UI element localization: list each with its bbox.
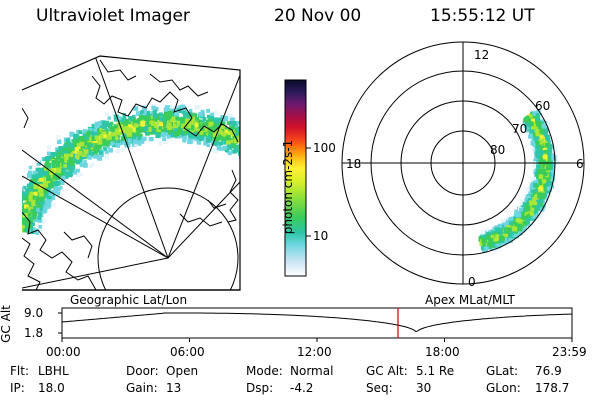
apex-panel-title: Apex MLat/MLT	[425, 293, 515, 307]
geo-panel-title: Geographic Lat/Lon	[70, 293, 188, 307]
status-flt-key: Flt:	[10, 364, 29, 378]
gc-alt-axis-label: GC Alt	[0, 305, 13, 343]
status-mode-key: Mode:	[246, 364, 283, 378]
status-dsp-value: -4.2	[290, 381, 314, 395]
status-glat-key: GLat:	[486, 364, 519, 378]
y-tick-1-8: 1.8	[24, 326, 44, 340]
mlt-label-6: 6	[576, 157, 584, 171]
auroral-oval-polar	[478, 108, 560, 253]
colorbar-unit-label: photon cm-2s-1	[281, 139, 295, 235]
altitude-curve	[61, 312, 572, 333]
mlt-label-18: 18	[346, 157, 362, 171]
polar-mlt-plot	[341, 41, 585, 285]
x-tick-0600: 06:00	[170, 345, 205, 359]
lat-label-60: 60	[535, 99, 551, 113]
lat-label-70: 70	[512, 122, 528, 136]
y-tick-9: 9.0	[24, 306, 44, 320]
mlt-label-12: 12	[474, 48, 490, 62]
status-mode-value: Normal	[290, 364, 334, 378]
status-gcalt-key: GC Alt:	[366, 364, 408, 378]
mlt-label-0: 0	[468, 275, 476, 289]
status-ip-key: IP:	[10, 381, 25, 395]
status-door-key: Door:	[126, 364, 159, 378]
instrument-title: Ultraviolet Imager	[36, 6, 190, 26]
status-ip-value: 18.0	[38, 381, 65, 395]
colorbar-tick-10: 10	[313, 229, 329, 243]
status-seq-value: 30	[416, 381, 432, 395]
x-tick-1200: 12:00	[297, 345, 332, 359]
status-glon-key: GLon:	[486, 381, 521, 395]
x-tick-2359: 23:59	[552, 345, 587, 359]
orbit-altitude-panel	[58, 307, 573, 342]
x-tick-1800: 18:00	[425, 345, 460, 359]
color-scale	[284, 79, 311, 277]
status-glat-value: 76.9	[535, 364, 562, 378]
x-tick-0000: 00:00	[46, 345, 81, 359]
colorbar-tick-100: 100	[313, 141, 336, 155]
time-label: 15:55:12 UT	[430, 6, 535, 26]
status-gain-key: Gain:	[126, 381, 158, 395]
date-label: 20 Nov 00	[274, 6, 362, 26]
lat-lon-grid	[22, 56, 240, 290]
status-gain-value: 13	[166, 381, 182, 395]
status-glon-value: 178.7	[535, 381, 570, 395]
status-flt-value: LBHL	[38, 364, 69, 378]
status-gcalt-value: 5.1 Re	[416, 364, 455, 378]
status-seq-key: Seq:	[366, 381, 393, 395]
lat-label-80: 80	[490, 143, 506, 157]
status-dsp-key: Dsp:	[246, 381, 274, 395]
geographic-map	[21, 55, 241, 291]
status-door-value: Open	[166, 364, 199, 378]
